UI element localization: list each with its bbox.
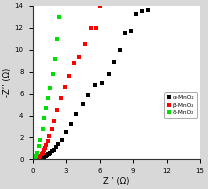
α-MnO₂: [46, 154, 48, 156]
α-MnO₂: [55, 146, 57, 149]
Y-axis label: -Z’’ (Ω): -Z’’ (Ω): [4, 68, 12, 97]
α-MnO₂: [146, 9, 149, 12]
δ-MnO₂: [47, 97, 50, 99]
δ-MnO₂: [51, 73, 54, 75]
δ-MnO₂: [36, 152, 38, 154]
β-MnO₂: [95, 27, 98, 29]
α-MnO₂: [37, 157, 39, 160]
α-MnO₂: [36, 157, 38, 160]
δ-MnO₂: [32, 158, 35, 160]
α-MnO₂: [39, 157, 42, 159]
α-MnO₂: [118, 49, 121, 51]
β-MnO₂: [89, 27, 92, 29]
α-MnO₂: [45, 154, 47, 157]
β-MnO₂: [78, 56, 81, 59]
α-MnO₂: [107, 73, 110, 75]
δ-MnO₂: [49, 87, 52, 89]
δ-MnO₂: [54, 57, 56, 60]
β-MnO₂: [32, 158, 35, 160]
Line: δ-MnO₂: δ-MnO₂: [32, 15, 62, 161]
δ-MnO₂: [33, 158, 36, 160]
α-MnO₂: [135, 12, 138, 15]
δ-MnO₂: [35, 155, 37, 157]
α-MnO₂: [43, 156, 46, 158]
α-MnO₂: [69, 123, 72, 125]
α-MnO₂: [36, 157, 39, 160]
α-MnO₂: [57, 143, 59, 145]
δ-MnO₂: [45, 107, 47, 109]
α-MnO₂: [39, 157, 41, 159]
δ-MnO₂: [39, 139, 42, 141]
β-MnO₂: [34, 158, 37, 160]
β-MnO₂: [44, 147, 46, 149]
Line: α-MnO₂: α-MnO₂: [32, 8, 150, 161]
α-MnO₂: [32, 158, 35, 160]
β-MnO₂: [68, 75, 71, 77]
β-MnO₂: [41, 151, 44, 154]
β-MnO₂: [59, 97, 62, 99]
β-MnO₂: [84, 43, 86, 46]
Legend: α-MnO₂, β-MnO₂, δ-MnO₂: α-MnO₂, β-MnO₂, δ-MnO₂: [165, 92, 197, 118]
α-MnO₂: [35, 158, 37, 160]
Line: β-MnO₂: β-MnO₂: [32, 4, 102, 161]
β-MnO₂: [36, 157, 38, 159]
β-MnO₂: [98, 5, 101, 7]
β-MnO₂: [42, 149, 45, 152]
α-MnO₂: [101, 82, 103, 84]
α-MnO₂: [35, 158, 38, 160]
β-MnO₂: [64, 86, 66, 88]
α-MnO₂: [38, 157, 41, 159]
α-MnO₂: [47, 153, 50, 156]
α-MnO₂: [33, 158, 36, 160]
α-MnO₂: [51, 150, 53, 152]
α-MnO₂: [75, 113, 77, 116]
α-MnO₂: [33, 158, 36, 160]
α-MnO₂: [87, 94, 90, 96]
α-MnO₂: [82, 102, 84, 105]
α-MnO₂: [48, 153, 51, 155]
α-MnO₂: [49, 152, 52, 154]
δ-MnO₂: [58, 16, 61, 18]
δ-MnO₂: [41, 128, 44, 130]
α-MnO₂: [60, 139, 63, 141]
δ-MnO₂: [56, 38, 58, 40]
β-MnO₂: [39, 154, 42, 157]
β-MnO₂: [38, 156, 41, 158]
β-MnO₂: [46, 140, 49, 142]
β-MnO₂: [33, 158, 36, 160]
α-MnO₂: [53, 148, 55, 151]
δ-MnO₂: [33, 157, 36, 160]
β-MnO₂: [73, 62, 75, 64]
β-MnO₂: [35, 157, 37, 160]
α-MnO₂: [40, 157, 42, 159]
α-MnO₂: [41, 156, 43, 159]
α-MnO₂: [41, 156, 44, 159]
β-MnO₂: [48, 135, 51, 138]
α-MnO₂: [44, 155, 47, 157]
α-MnO₂: [113, 61, 115, 63]
β-MnO₂: [35, 157, 38, 160]
α-MnO₂: [94, 84, 96, 86]
α-MnO₂: [141, 10, 143, 13]
δ-MnO₂: [37, 145, 40, 147]
β-MnO₂: [33, 158, 36, 160]
δ-MnO₂: [43, 117, 46, 119]
β-MnO₂: [53, 120, 55, 122]
β-MnO₂: [56, 109, 58, 111]
α-MnO₂: [130, 30, 132, 32]
α-MnO₂: [34, 158, 37, 160]
α-MnO₂: [44, 155, 46, 157]
α-MnO₂: [124, 32, 126, 35]
β-MnO₂: [40, 153, 43, 155]
α-MnO₂: [40, 157, 43, 159]
α-MnO₂: [37, 157, 40, 160]
α-MnO₂: [42, 156, 45, 158]
X-axis label: Z ’ (Ω): Z ’ (Ω): [103, 177, 130, 186]
β-MnO₂: [37, 156, 39, 159]
α-MnO₂: [65, 131, 67, 133]
β-MnO₂: [50, 128, 53, 130]
α-MnO₂: [42, 156, 45, 158]
β-MnO₂: [45, 144, 47, 146]
